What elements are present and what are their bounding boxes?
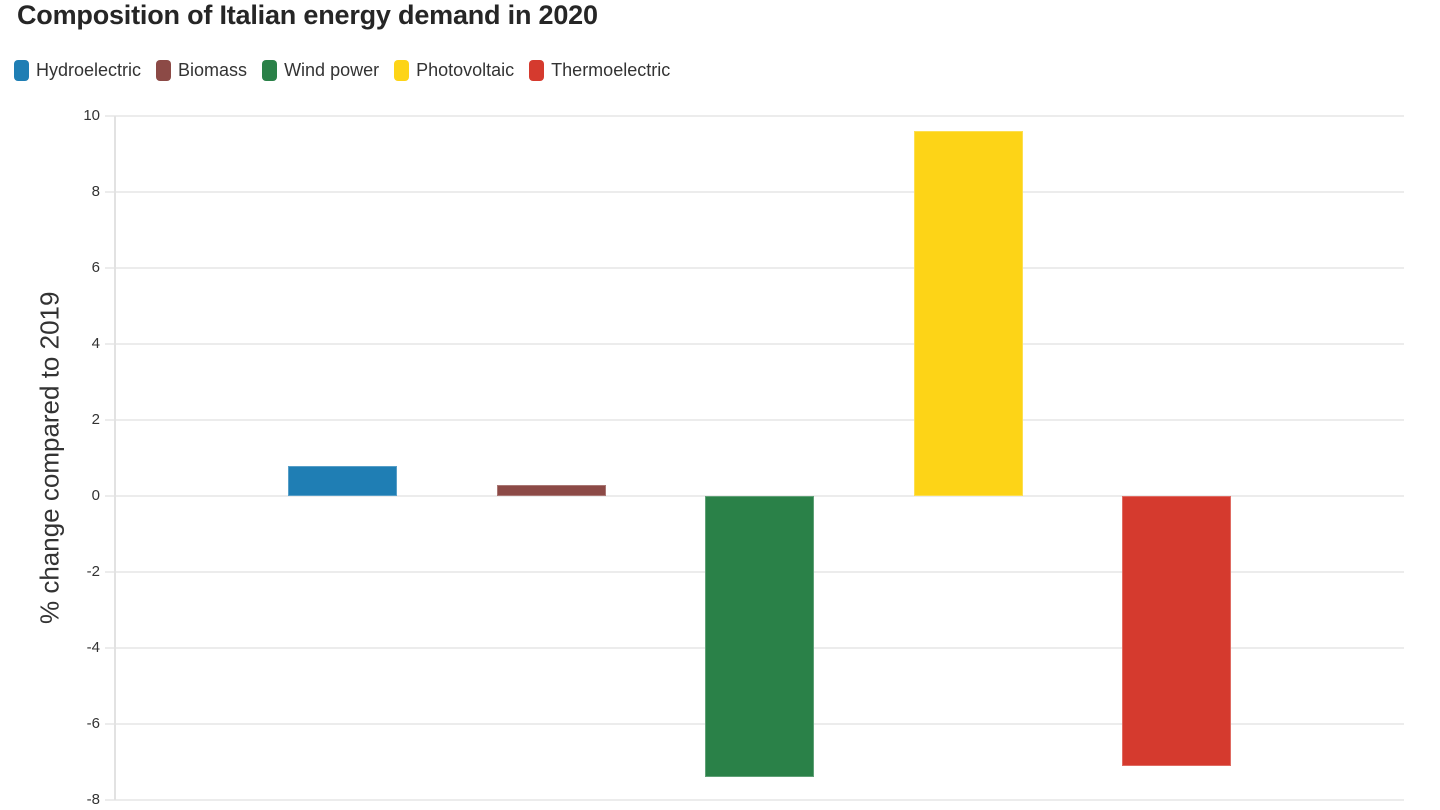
bar-photovoltaic[interactable]	[913, 131, 1023, 496]
y-tick-label-0: 0	[91, 487, 100, 504]
bar-thermoelectric[interactable]	[1122, 496, 1231, 766]
legend-label: Thermoelectric	[551, 60, 671, 80]
bar-hydroelectric[interactable]	[288, 465, 397, 496]
y-tick-label-8: 8	[91, 183, 100, 200]
legend-swatch-icon	[14, 60, 29, 81]
y-tick-label--2: -2	[86, 563, 100, 580]
y-tick-label--6: -6	[86, 715, 100, 732]
legend-item-wind-power[interactable]: Wind power	[262, 60, 379, 81]
gridline-y-6	[105, 267, 1404, 269]
bar-biomass[interactable]	[496, 484, 606, 496]
legend-label: Biomass	[178, 60, 248, 80]
legend-label: Hydroelectric	[36, 60, 142, 80]
legend-item-hydroelectric[interactable]: Hydroelectric	[14, 60, 141, 81]
chart-title: Composition of Italian energy demand in …	[17, 0, 598, 30]
y-tick-label--8: -8	[86, 791, 100, 808]
y-tick-label-4: 4	[91, 335, 100, 352]
gridline-y-10	[105, 115, 1404, 117]
y-tick-label-6: 6	[91, 259, 100, 276]
legend-swatch-icon	[262, 60, 278, 81]
y-tick-label--4: -4	[86, 639, 100, 656]
y-axis-label: % change compared to 2019	[34, 291, 65, 625]
y-tick-label-10: 10	[83, 107, 100, 124]
legend-swatch-icon	[394, 60, 410, 81]
legend-label: Photovoltaic	[416, 60, 515, 80]
legend-label: Wind power	[284, 60, 380, 80]
y-axis-line	[114, 116, 116, 800]
legend-swatch-icon	[529, 60, 545, 81]
legend: Hydroelectric Biomass Wind power Photovolta…	[14, 60, 670, 81]
gridline-y-2	[105, 419, 1404, 421]
legend-item-thermoelectric[interactable]: Thermoelectric	[529, 60, 670, 81]
legend-swatch-icon	[156, 60, 172, 81]
legend-item-biomass[interactable]: Biomass	[156, 60, 247, 81]
bar-wind-power[interactable]	[705, 496, 814, 778]
gridline-y-4	[105, 343, 1404, 345]
y-tick-label-2: 2	[91, 411, 100, 428]
legend-item-photovoltaic[interactable]: Photovoltaic	[394, 60, 514, 81]
gridline-y-8	[105, 191, 1404, 193]
gridline-y--8	[105, 799, 1404, 801]
